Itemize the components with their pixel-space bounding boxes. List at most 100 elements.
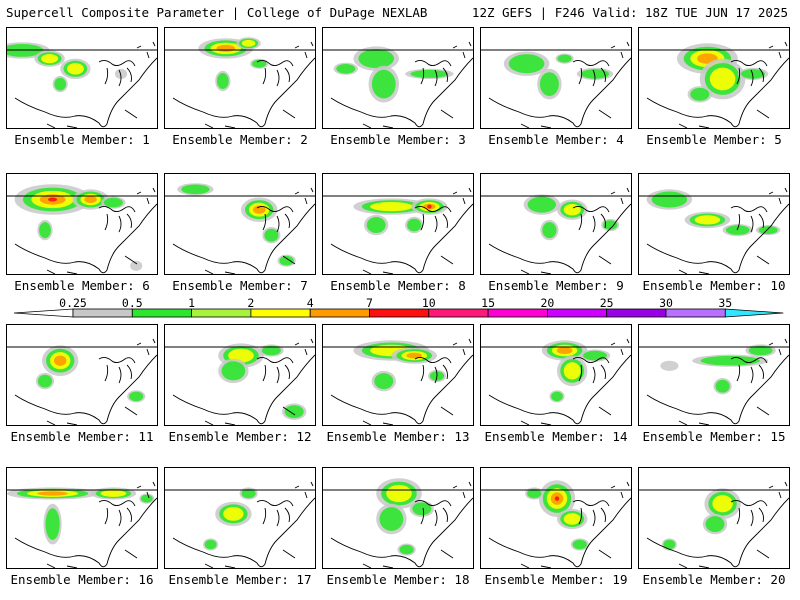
colorbar-tick-label: 0.25 [59, 296, 87, 310]
colorbar-tick-label: 20 [540, 296, 555, 310]
map-outline [639, 187, 789, 274]
scp-contour-region [580, 69, 610, 79]
member-label: Ensemble Member: 2 [172, 132, 308, 147]
scp-contour-region [66, 63, 84, 75]
map-outline [481, 187, 631, 274]
scp-contour-region [48, 197, 58, 202]
member-map-panel [480, 467, 632, 569]
member-map-panel [6, 324, 158, 426]
member-map [481, 338, 631, 425]
member-map-panel [480, 173, 632, 275]
scp-contour-region [84, 196, 97, 203]
member-label: Ensemble Member: 16 [10, 572, 154, 587]
map-outline [639, 338, 789, 425]
map-outline [165, 338, 315, 425]
scp-contour-region [725, 225, 750, 235]
colorbar-tick-label: 1 [188, 296, 196, 310]
member-label: Ensemble Member: 17 [168, 572, 312, 587]
colorbar-segment [428, 308, 489, 318]
scp-contour-region [705, 516, 725, 533]
scp-contour-region [539, 72, 559, 96]
colorbar-segment [72, 308, 133, 318]
scp-contour-region [741, 69, 765, 79]
scp-contour-region [45, 508, 60, 540]
scp-contour-region [129, 391, 144, 402]
map-outline [7, 481, 157, 568]
scp-contour-region [709, 67, 736, 91]
scp-contour-region [715, 379, 730, 393]
scp-contour-region [690, 87, 710, 101]
member-map [7, 41, 157, 128]
scp-contour-region [508, 54, 545, 74]
member-map [639, 41, 789, 128]
scp-contour-region [252, 59, 267, 68]
member-label: Ensemble Member: 4 [488, 132, 624, 147]
member-label: Ensemble Member: 3 [330, 132, 466, 147]
scp-contour-region [427, 204, 432, 209]
member-map-panel [322, 27, 474, 129]
scp-contour-region [37, 374, 53, 388]
member-label: Ensemble Member: 14 [484, 429, 628, 444]
scp-contour-region [386, 484, 412, 503]
member-map-panel [322, 173, 474, 275]
scp-contour-region [103, 197, 123, 208]
member-label: Ensemble Member: 15 [642, 429, 786, 444]
member-label: Ensemble Member: 18 [326, 572, 470, 587]
figure-title: Supercell Composite Parameter | College … [6, 5, 428, 20]
scp-contour-region [114, 68, 128, 79]
member-map-panel [164, 467, 316, 569]
member-map [639, 187, 789, 274]
colorbar-tick-label: 10 [421, 296, 436, 310]
map-outline [165, 41, 315, 128]
colorbar-tick-label: 15 [481, 296, 496, 310]
member-map [165, 481, 315, 568]
member-label: Ensemble Member: 13 [326, 429, 470, 444]
member-map [165, 183, 315, 274]
member-map-panel [638, 173, 790, 275]
scp-contour-region [603, 220, 618, 230]
member-map-panel [638, 324, 790, 426]
member-label: Ensemble Member: 7 [172, 278, 308, 293]
colorbar-tick-label: 2 [247, 296, 255, 310]
map-outline [639, 481, 789, 568]
member-map [323, 187, 473, 274]
scp-contour-region [284, 405, 304, 419]
scp-contour-region [572, 539, 587, 550]
member-label: Ensemble Member: 10 [642, 278, 786, 293]
colorbar-tick-label: 25 [599, 296, 614, 310]
member-label: Ensemble Member: 6 [14, 278, 150, 293]
colorbar-tick-label: 0.5 [121, 296, 143, 310]
map-outline [7, 187, 157, 274]
run-valid-time: 12Z GEFS | F246 Valid: 18Z TUE JUN 17 20… [471, 5, 788, 20]
map-outline [323, 187, 473, 274]
scp-contour-region [221, 361, 246, 381]
scp-contour-region [712, 495, 733, 513]
member-map-panel [6, 173, 158, 275]
member-map-panel [322, 467, 474, 569]
colorbar-segment [250, 308, 311, 318]
map-outline [481, 338, 631, 425]
member-map [7, 184, 157, 274]
colorbar-segment [309, 308, 370, 318]
scp-contour-region [366, 217, 386, 233]
scp-contour-region [241, 488, 256, 499]
scp-contour-region [358, 49, 394, 69]
scp-contour-region [660, 360, 679, 371]
scp-contour-region [54, 355, 67, 366]
member-map-panel [164, 173, 316, 275]
scp-contour-region [663, 539, 676, 550]
scp-contour-region [216, 44, 236, 52]
colorbar-segment [547, 308, 608, 318]
scp-contour-region [279, 255, 294, 266]
scp-contour-region [583, 350, 607, 361]
scp-contour-region [39, 222, 51, 239]
scp-contour-region [563, 513, 581, 525]
scp-contour-region [336, 64, 356, 74]
map-outline [323, 41, 473, 128]
member-label: Ensemble Member: 9 [488, 278, 624, 293]
scp-contour-region [216, 73, 229, 89]
member-map-panel [480, 27, 632, 129]
scp-contour-region [563, 204, 581, 216]
scp-contour-region [399, 544, 414, 555]
